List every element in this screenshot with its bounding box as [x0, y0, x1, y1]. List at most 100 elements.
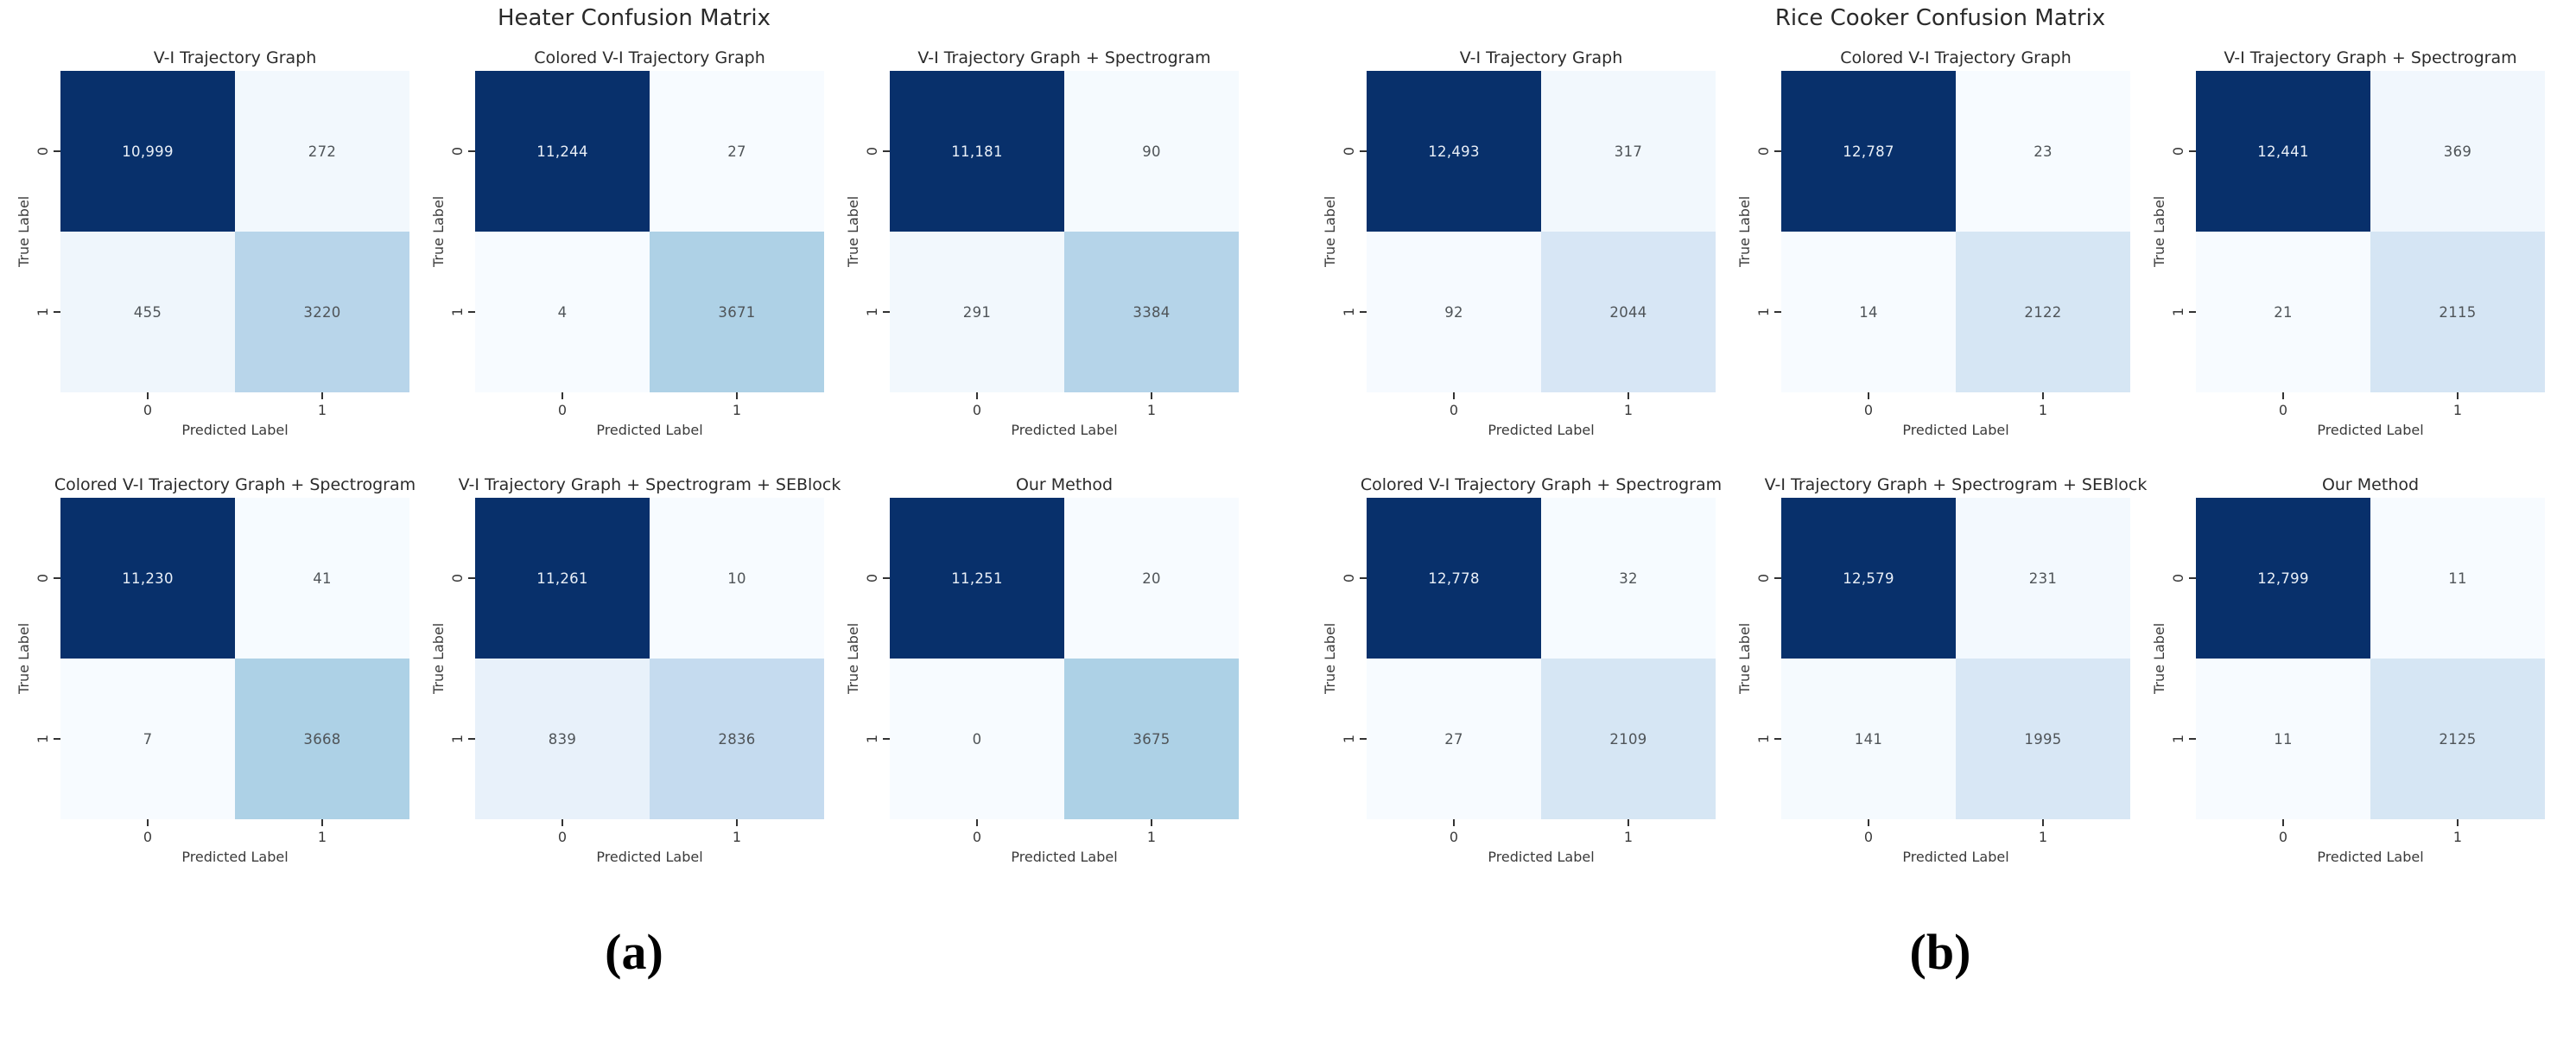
matrix-cell-r1c0: 14 [1781, 232, 1956, 392]
caption-b: (b) [1909, 924, 1971, 980]
x-tick-label: 1 [732, 829, 742, 845]
x-tick-mark [2457, 819, 2459, 826]
x-tick-label: 0 [557, 829, 568, 845]
plot-area: True Label 0 1 12,799 11 11 2125 0 1 Predicted La… [2151, 498, 2545, 865]
y-tick-label: 1 [864, 307, 880, 317]
confusion-matrix-a6: Our Method True Label 0 1 11,251 20 0 3675 0 1 Pre… [841, 468, 1256, 873]
y-tick-label: 1 [1341, 734, 1357, 744]
matrix-cell-r0c1: 11 [2370, 498, 2545, 659]
y-tick-label: 0 [449, 573, 466, 583]
x-axis-label: Predicted Label [2317, 849, 2424, 865]
x-tick-mark [1627, 392, 1629, 399]
y-tick-label: 1 [1755, 307, 1772, 317]
matrix-cell-r1c1: 3675 [1064, 659, 1239, 819]
matrix-cell-r0c0: 12,787 [1781, 71, 1956, 232]
heatmap: 12,579 231 141 1995 [1781, 498, 2130, 819]
x-axis-label: Predicted Label [181, 849, 289, 865]
x-tick-mark [736, 392, 738, 399]
x-tick-label: 1 [317, 402, 327, 418]
matrix-cell-r1c0: 27 [1367, 659, 1541, 819]
matrix-cell-r1c1: 1995 [1956, 659, 2130, 819]
y-tick-label: 0 [2170, 146, 2186, 156]
x-tick-label: 1 [2038, 829, 2048, 845]
y-tick-mark [54, 577, 60, 579]
x-tick-label: 1 [1146, 402, 1157, 418]
subplot-grid-b: V-I Trajectory Graph True Label 0 1 12,493 31… [1318, 41, 2562, 873]
heatmap: 11,230 41 7 3668 [60, 498, 409, 819]
y-axis-label: True Label [1322, 195, 1338, 268]
y-tick-label: 1 [449, 307, 466, 317]
y-axis-label: True Label [1322, 622, 1338, 695]
y-tick-label: 0 [1755, 146, 1772, 156]
matrix-cell-r1c1: 3671 [650, 232, 824, 392]
x-tick-mark [2282, 819, 2284, 826]
x-tick-mark [976, 819, 978, 826]
x-tick-label: 0 [557, 402, 568, 418]
matrix-cell-r1c0: 92 [1367, 232, 1541, 392]
x-tick-label: 0 [1449, 829, 1459, 845]
y-axis-label: True Label [845, 195, 861, 268]
y-tick-mark [883, 150, 890, 152]
subplot-title: Colored V-I Trajectory Graph + Spectrogr… [54, 475, 416, 494]
x-tick-mark [1868, 392, 1869, 399]
matrix-cell-r0c1: 27 [650, 71, 824, 232]
y-axis-label: True Label [430, 195, 447, 268]
matrix-cell-r1c1: 2122 [1956, 232, 2130, 392]
y-axis-label: True Label [16, 195, 32, 268]
x-tick-mark [562, 819, 563, 826]
y-tick-label: 0 [1755, 573, 1772, 583]
y-axis-label: True Label [845, 622, 861, 695]
confusion-matrix-b5: V-I Trajectory Graph + Spectrogram + SEB… [1733, 468, 2148, 873]
matrix-cell-r0c0: 12,493 [1367, 71, 1541, 232]
plot-area: True Label 0 1 12,493 317 92 2044 0 1 Predicted L… [1322, 71, 1716, 438]
x-axis-label: Predicted Label [1488, 422, 1595, 438]
subplot-title: V-I Trajectory Graph + Spectrogram [917, 48, 1211, 67]
x-tick-label: 0 [2278, 402, 2288, 418]
y-tick-label: 1 [1755, 734, 1772, 744]
x-tick-mark [147, 819, 149, 826]
y-tick-mark [1774, 311, 1781, 313]
x-tick-mark [321, 819, 323, 826]
x-tick-label: 1 [1623, 829, 1634, 845]
x-tick-label: 0 [1449, 402, 1459, 418]
matrix-cell-r1c1: 3384 [1064, 232, 1239, 392]
heatmap: 12,799 11 11 2125 [2196, 498, 2545, 819]
panel-heater: Heater Confusion Matrix V-I Trajectory G… [12, 5, 1256, 981]
x-tick-label: 0 [143, 402, 153, 418]
y-tick-mark [54, 311, 60, 313]
subplot-title: Colored V-I Trajectory Graph [534, 48, 765, 67]
y-tick-label: 1 [2170, 734, 2186, 744]
x-tick-mark [1627, 819, 1629, 826]
matrix-cell-r1c1: 2836 [650, 659, 824, 819]
x-tick-mark [1151, 392, 1152, 399]
x-axis-label: Predicted Label [596, 849, 703, 865]
matrix-cell-r0c0: 12,579 [1781, 498, 1956, 659]
plot-area: True Label 0 1 10,999 272 455 3220 0 1 Predicted … [16, 71, 409, 438]
y-tick-mark [2189, 150, 2196, 152]
y-tick-mark [54, 738, 60, 740]
x-tick-mark [321, 392, 323, 399]
y-tick-mark [1360, 311, 1367, 313]
matrix-cell-r1c0: 141 [1781, 659, 1956, 819]
x-tick-label: 1 [317, 829, 327, 845]
plot-area: True Label 0 1 12,787 23 14 2122 0 1 Predicted La… [1736, 71, 2130, 438]
x-axis-label: Predicted Label [1902, 422, 2009, 438]
panel-title-rice-cooker: Rice Cooker Confusion Matrix [1774, 5, 2106, 31]
subplot-title: V-I Trajectory Graph [1459, 48, 1623, 67]
x-axis-label: Predicted Label [1011, 849, 1118, 865]
x-tick-mark [736, 819, 738, 826]
matrix-cell-r1c0: 4 [475, 232, 650, 392]
matrix-cell-r0c0: 12,441 [2196, 71, 2370, 232]
y-tick-mark [883, 311, 890, 313]
matrix-cell-r1c0: 21 [2196, 232, 2370, 392]
x-tick-label: 0 [972, 829, 982, 845]
subplot-title: V-I Trajectory Graph [153, 48, 317, 67]
x-tick-label: 1 [2452, 829, 2463, 845]
x-axis-label: Predicted Label [181, 422, 289, 438]
heatmap: 10,999 272 455 3220 [60, 71, 409, 392]
confusion-matrix-a1: V-I Trajectory Graph True Label 0 1 10,999 27… [12, 41, 427, 446]
confusion-matrix-b4: Colored V-I Trajectory Graph + Spectrogr… [1318, 468, 1733, 873]
matrix-cell-r1c1: 2109 [1541, 659, 1716, 819]
x-tick-mark [1453, 819, 1455, 826]
x-tick-label: 0 [972, 402, 982, 418]
